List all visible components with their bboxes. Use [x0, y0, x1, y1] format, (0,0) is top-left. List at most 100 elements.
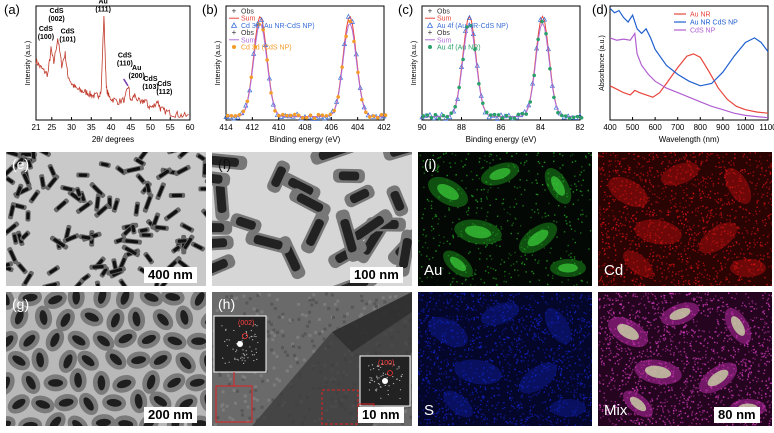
eds-pixel — [740, 170, 742, 172]
eds-pixel — [536, 182, 538, 184]
noise-speck — [312, 293, 316, 297]
eds-pixel — [503, 261, 506, 263]
eds-pixel — [771, 180, 772, 183]
fft-spot — [385, 373, 387, 375]
eds-pixel — [443, 373, 445, 375]
eds-pixel — [574, 311, 577, 313]
eds-pixel — [633, 214, 635, 216]
eds-pixel — [616, 347, 619, 350]
eds-pixel — [489, 366, 491, 369]
eds-pixel — [425, 330, 427, 333]
eds-pixel — [464, 164, 466, 166]
eds-pixel — [695, 161, 697, 164]
eds-pixel — [608, 281, 610, 284]
eds-pixel — [648, 255, 651, 258]
eds-pixel — [465, 398, 468, 400]
eds-pixel — [721, 240, 723, 243]
eds-pixel — [657, 395, 660, 397]
eds-pixel — [739, 198, 741, 200]
eds-pixel — [449, 292, 451, 295]
eds-pixel — [570, 391, 572, 393]
eds-pixel — [718, 157, 720, 159]
eds-pixel — [518, 405, 520, 407]
particle-core — [6, 292, 10, 306]
x-tick-label: 800 — [694, 123, 708, 132]
eds-pixel — [758, 336, 760, 338]
particle-core — [95, 418, 111, 426]
peak-label: CdS (101) — [59, 28, 75, 43]
eds-pixel — [671, 387, 673, 389]
eds-pixel — [689, 345, 691, 347]
eds-pixel — [612, 188, 614, 191]
eds-pixel — [562, 355, 565, 357]
eds-pixel — [588, 295, 590, 297]
panel-c-xps-au: 90 88 86 84 82 Binding energy (eV) Intensity (… — [392, 0, 588, 150]
eds-pixel — [662, 337, 665, 340]
eds-pixel — [656, 156, 659, 158]
eds-pixel — [537, 392, 539, 395]
eds-pixel — [461, 300, 463, 303]
eds-pixel — [475, 407, 477, 410]
eds-map-au: (i) Au — [418, 152, 592, 286]
eds-pixel — [603, 211, 606, 214]
eds-pixel — [444, 215, 446, 218]
eds-pixel — [473, 317, 475, 319]
eds-pixel — [674, 161, 676, 164]
eds-pixel — [544, 215, 547, 218]
noise-speck — [350, 305, 354, 309]
eds-pixel — [743, 168, 746, 171]
eds-pixel — [488, 155, 491, 158]
eds-pixel — [605, 327, 607, 329]
eds-pixel — [687, 243, 690, 245]
eds-pixel — [534, 378, 536, 381]
eds-pixel — [508, 371, 510, 373]
eds-pixel — [438, 299, 440, 301]
eds-pixel — [499, 158, 501, 160]
eds-pixel — [589, 374, 592, 377]
eds-pixel — [679, 387, 682, 389]
eds-pixel — [502, 338, 505, 341]
eds-pixel — [529, 416, 531, 418]
eds-pixel — [722, 238, 724, 240]
eds-pixel — [688, 257, 691, 259]
eds-pixel — [489, 294, 492, 297]
eds-pixel — [660, 242, 662, 244]
eds-pixel — [672, 263, 674, 265]
eds-pixel — [602, 241, 604, 243]
eds-particle-core — [527, 229, 549, 247]
eds-pixel — [588, 320, 590, 323]
eds-pixel — [750, 271, 753, 274]
eds-pixel — [470, 293, 473, 295]
eds-pixel — [523, 424, 525, 426]
eds-pixel — [487, 189, 490, 191]
particle-core — [153, 354, 168, 365]
eds-pixel — [475, 212, 478, 214]
eds-pixel — [541, 339, 543, 341]
eds-pixel — [648, 160, 650, 163]
eds-pixel — [638, 269, 640, 272]
eds-pixel — [549, 410, 552, 412]
eds-pixel — [664, 155, 666, 158]
eds-pixel — [611, 264, 614, 266]
eds-pixel — [452, 316, 454, 318]
peak-label-line: (200) — [129, 73, 145, 80]
eds-pixel — [662, 187, 664, 190]
eds-pixel — [451, 329, 454, 332]
eds-pixel — [655, 214, 658, 216]
eds-pixel — [583, 169, 585, 172]
eds-pixel — [645, 292, 647, 295]
eds-pixel — [504, 341, 506, 344]
eds-pixel — [492, 277, 494, 280]
eds-pixel — [514, 422, 516, 425]
eds-pixel — [509, 347, 511, 350]
eds-pixel — [700, 162, 702, 165]
noise-speck — [228, 377, 232, 381]
eds-pixel — [648, 154, 651, 156]
eds-pixel — [468, 347, 470, 350]
nanorod-core — [137, 175, 145, 183]
eds-pixel — [643, 196, 646, 198]
eds-pixel — [531, 354, 534, 357]
eds-pixel — [635, 361, 638, 364]
eds-pixel — [751, 230, 753, 233]
